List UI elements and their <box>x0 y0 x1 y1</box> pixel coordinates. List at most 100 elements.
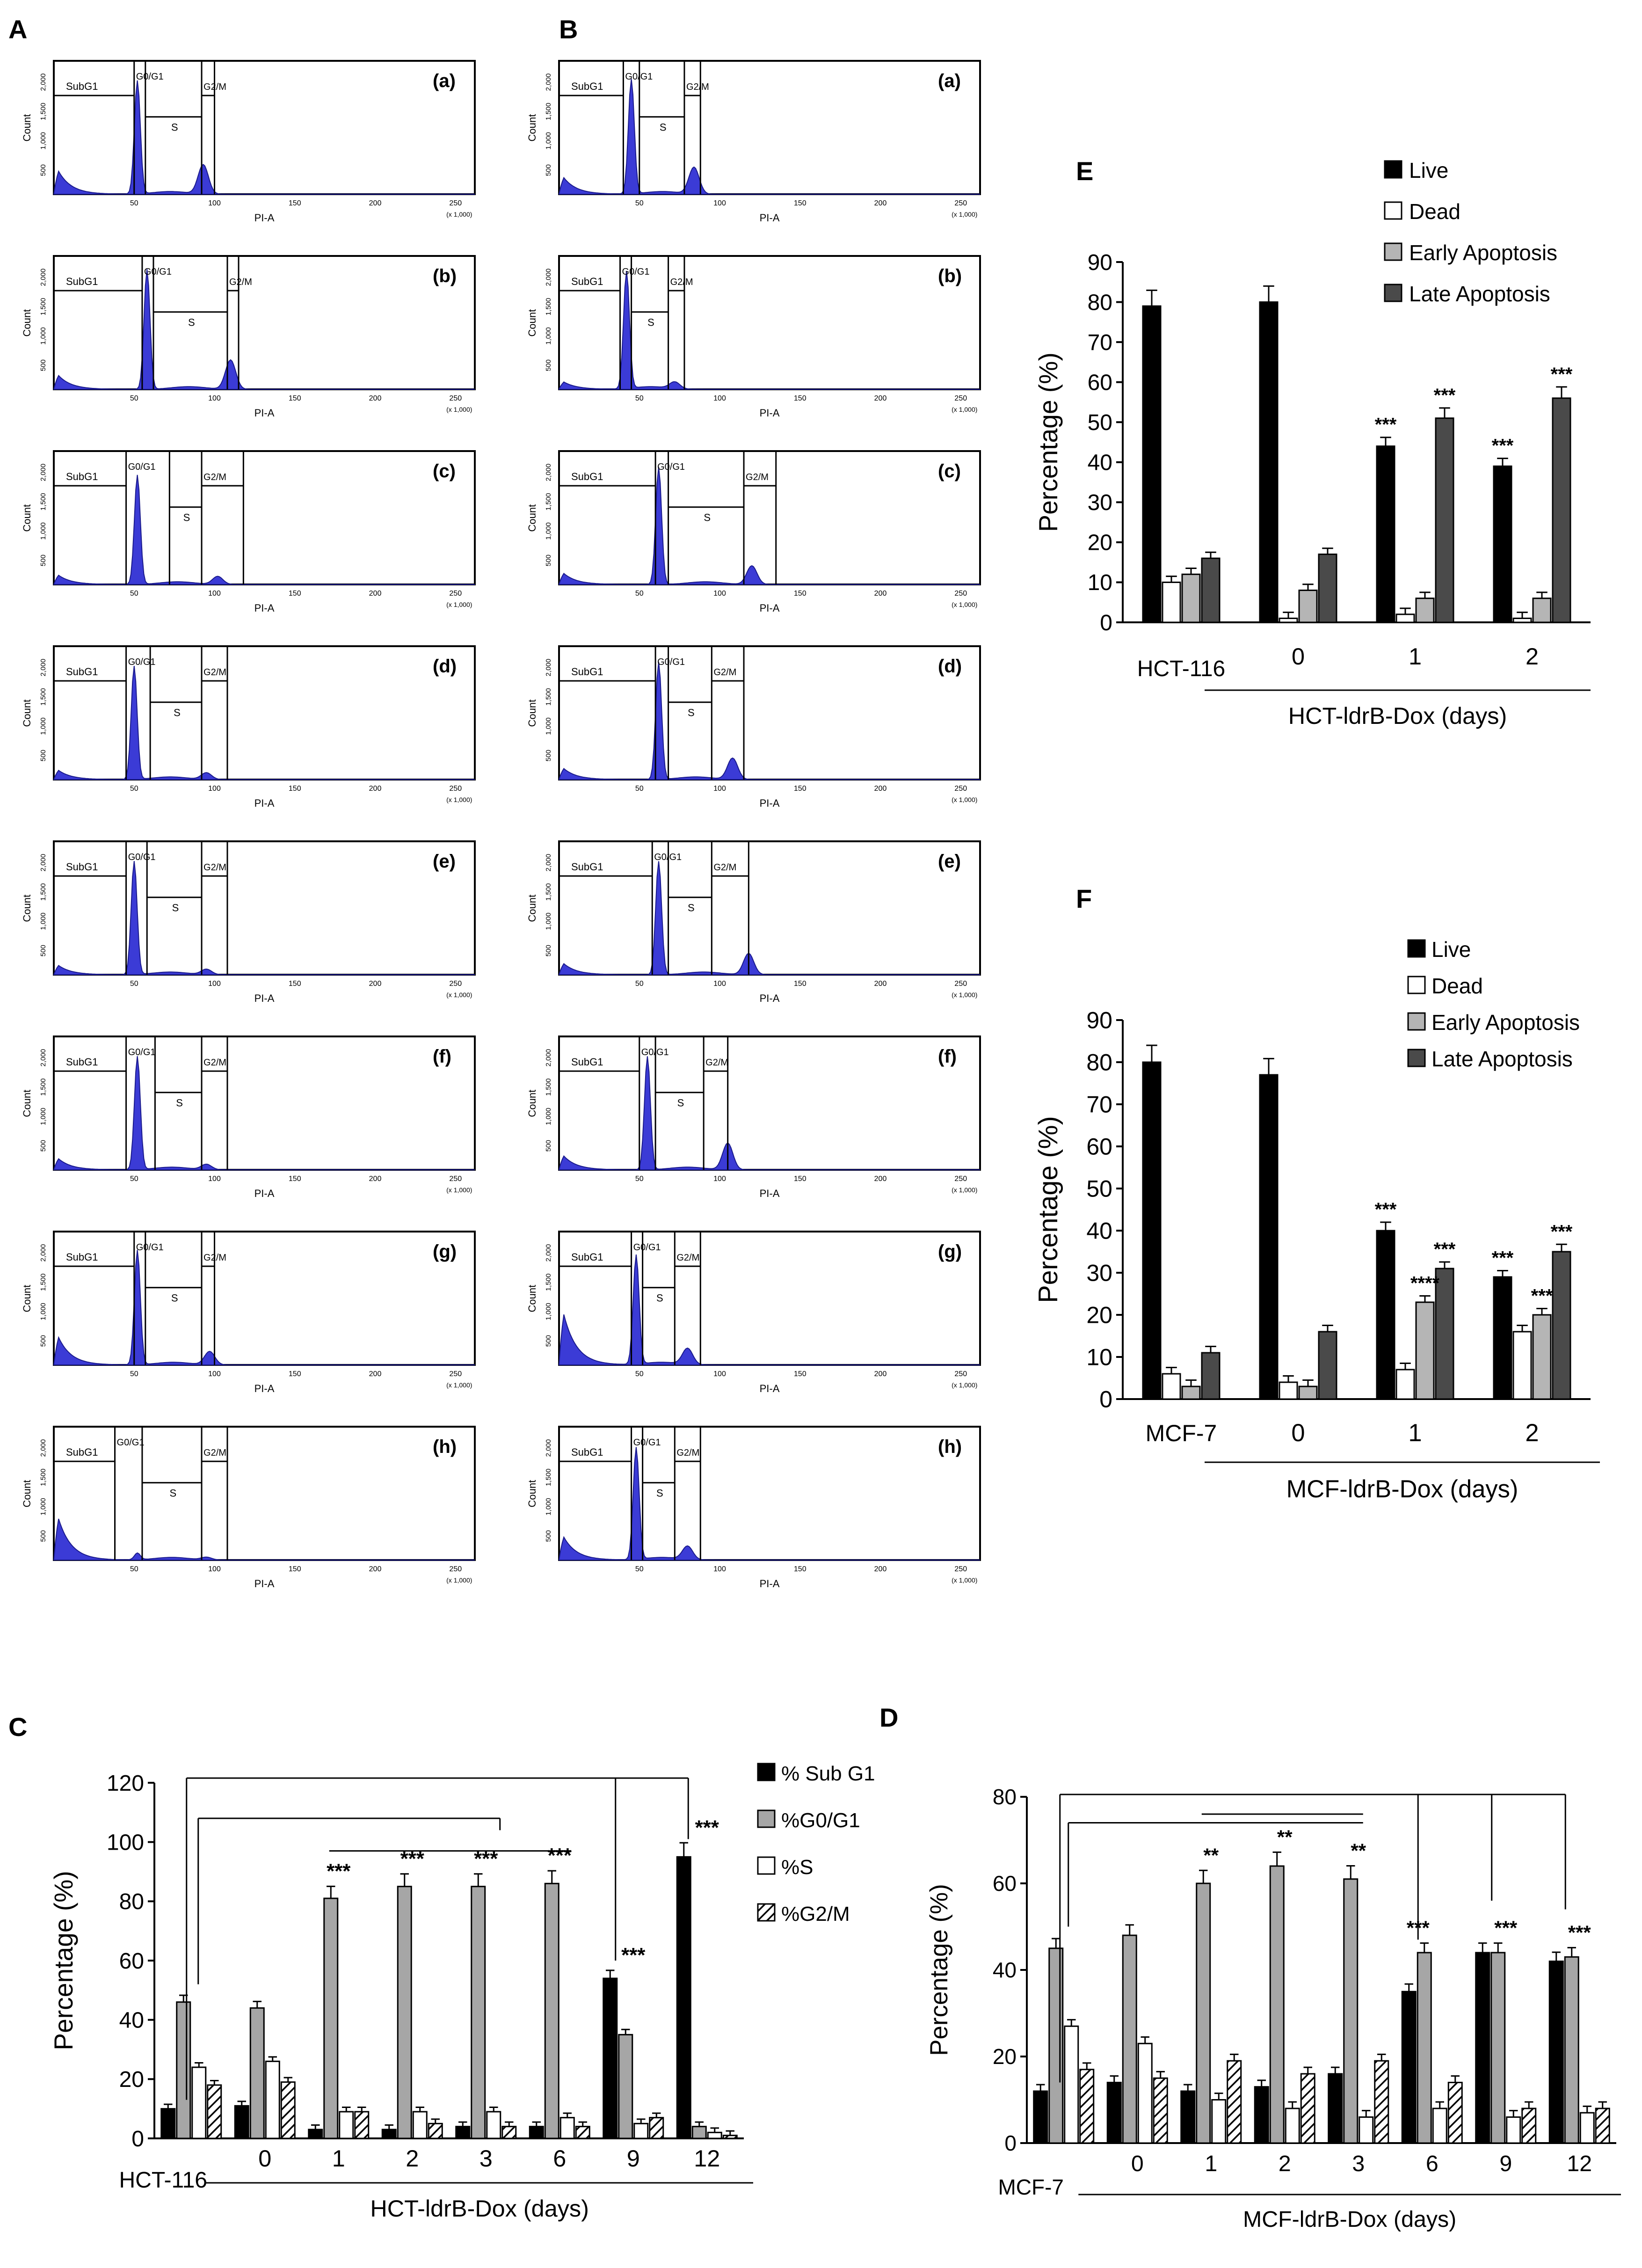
histogram-area <box>558 662 980 780</box>
y-axis-label: Count <box>526 309 538 337</box>
gate-label-s: S <box>688 707 695 719</box>
category-label: 1 <box>1409 643 1422 670</box>
y-tick-label: 80 <box>1088 290 1112 315</box>
significance-stars: *** <box>1551 1221 1573 1242</box>
legend-swatch <box>1384 284 1402 302</box>
category-label: 1 <box>332 2145 345 2172</box>
x-axis-label: PI-A <box>254 212 275 224</box>
x-axis-label: PI-A <box>760 1188 780 1199</box>
y-tick-label: 1,000 <box>545 1108 552 1125</box>
bar <box>544 1882 559 2139</box>
x-tick-label: 50 <box>130 394 138 402</box>
x-tick-label: 200 <box>874 785 887 793</box>
y-tick-label: 500 <box>39 1140 47 1152</box>
bar <box>1181 1386 1201 1400</box>
bar <box>1285 2108 1300 2144</box>
bar <box>1435 417 1454 623</box>
bar <box>633 2122 649 2139</box>
bar <box>1279 1381 1298 1400</box>
legend-label: Early Apoptosis <box>1431 1010 1580 1035</box>
bar <box>1162 581 1181 623</box>
x-tick-label: 100 <box>208 1370 221 1378</box>
y-tick-label: 2,000 <box>39 1439 47 1457</box>
gate-label-subg1: SubG1 <box>571 1446 603 1458</box>
gate-label-g2m: G2/M <box>713 667 736 678</box>
bar <box>234 2105 249 2139</box>
bar <box>323 1897 339 2139</box>
x-tick-label: 250 <box>449 785 462 793</box>
legend-label: Live <box>1431 937 1471 962</box>
x-tick-label: 50 <box>130 1175 138 1183</box>
x-axis-label: HCT-ldrB-Dox (days) <box>370 2195 589 2222</box>
bar <box>412 2111 428 2139</box>
significance-stars: *** <box>1531 1286 1553 1306</box>
bar <box>1298 1386 1318 1400</box>
y-tick-label: 2,000 <box>39 1049 47 1067</box>
y-tick-label: 1,500 <box>545 1079 552 1096</box>
x-axis-label: PI-A <box>254 797 275 809</box>
plot-frame <box>558 1231 981 1366</box>
x-axis-label: PI-A <box>254 1188 275 1199</box>
bar <box>501 2126 517 2139</box>
x-tick-label: 50 <box>635 1565 644 1573</box>
y-tick-label: 80 <box>1086 1050 1112 1076</box>
bar <box>1181 573 1201 623</box>
bar <box>1374 2060 1389 2144</box>
histogram-area <box>558 1056 980 1170</box>
bar <box>339 2111 354 2139</box>
sub-panel-label: (e) <box>938 851 961 872</box>
gate-label-g2m: G2/M <box>203 82 226 92</box>
bar <box>1201 1352 1221 1400</box>
x-tick-label: 50 <box>130 1370 138 1378</box>
x-tick-label: 50 <box>635 1175 644 1183</box>
gate-label-g0g1: G0/G1 <box>144 267 172 277</box>
category-label: 2 <box>1279 2151 1291 2176</box>
bar <box>1137 2042 1153 2144</box>
bar <box>1196 1882 1211 2144</box>
x-axis-label: PI-A <box>254 1578 275 1590</box>
y-axis-label: Count <box>21 309 33 337</box>
y-tick-label: 90 <box>1086 1007 1112 1034</box>
y-axis-label: Count <box>526 1480 538 1508</box>
gate-label-subg1: SubG1 <box>66 1056 98 1068</box>
bar <box>1079 2069 1095 2144</box>
y-tick-labels: 500 1,000 1,500 2,000 <box>545 1049 552 1152</box>
y-axis-label: Count <box>21 1480 33 1508</box>
x-tick-label: 150 <box>289 785 301 793</box>
y-tick-label: 1,500 <box>39 493 47 511</box>
x-tick-label: 100 <box>208 394 221 402</box>
histogram-area <box>53 861 475 975</box>
y-tick-label: 50 <box>1086 1176 1112 1202</box>
legend-e: Live Dead Early Apoptosis Late Apoptosis <box>1384 158 1557 306</box>
bar <box>1142 1061 1162 1400</box>
x-tick-label: 100 <box>208 980 221 988</box>
category-label: 2 <box>1526 643 1539 670</box>
y-axis-label: Percentage (%) <box>925 1884 953 2056</box>
panel-label-a: A <box>8 15 27 44</box>
y-tick-label: 1,500 <box>545 298 552 316</box>
y-tick-label: 500 <box>39 164 47 176</box>
x-tick-label: 250 <box>954 1565 967 1573</box>
category-label: 9 <box>627 2145 640 2172</box>
x-tick-label: 200 <box>369 394 382 402</box>
x-tick-label: 100 <box>208 1565 221 1573</box>
plot-frame <box>53 1426 476 1561</box>
y-tick-label: 2,000 <box>39 73 47 91</box>
x-tick-label: 150 <box>289 1175 301 1183</box>
y-tick-label: 1,000 <box>545 912 552 930</box>
flow-plot-a0: SubG1 G0/G1 S G2/M (a) Count 500 1,000 1,500 2,00… <box>21 60 476 224</box>
x-axis-label: PI-A <box>760 212 780 224</box>
x-tick-label: 200 <box>369 1370 382 1378</box>
y-tick-label: 60 <box>119 1949 144 1974</box>
y-tick-label: 2,000 <box>39 854 47 872</box>
gate-label-g2m: G2/M <box>705 1057 728 1068</box>
sub-panel-label: (h) <box>433 1437 457 1457</box>
x-tick-label: 200 <box>874 980 887 988</box>
gate-label-subg1: SubG1 <box>66 80 98 92</box>
control-label: MCF-7 <box>998 2175 1064 2199</box>
x-tick-label: 150 <box>289 394 301 402</box>
bar <box>1401 1991 1417 2144</box>
significance-stars: *** <box>1375 415 1397 435</box>
gate-label-g2m: G2/M <box>203 1253 226 1263</box>
